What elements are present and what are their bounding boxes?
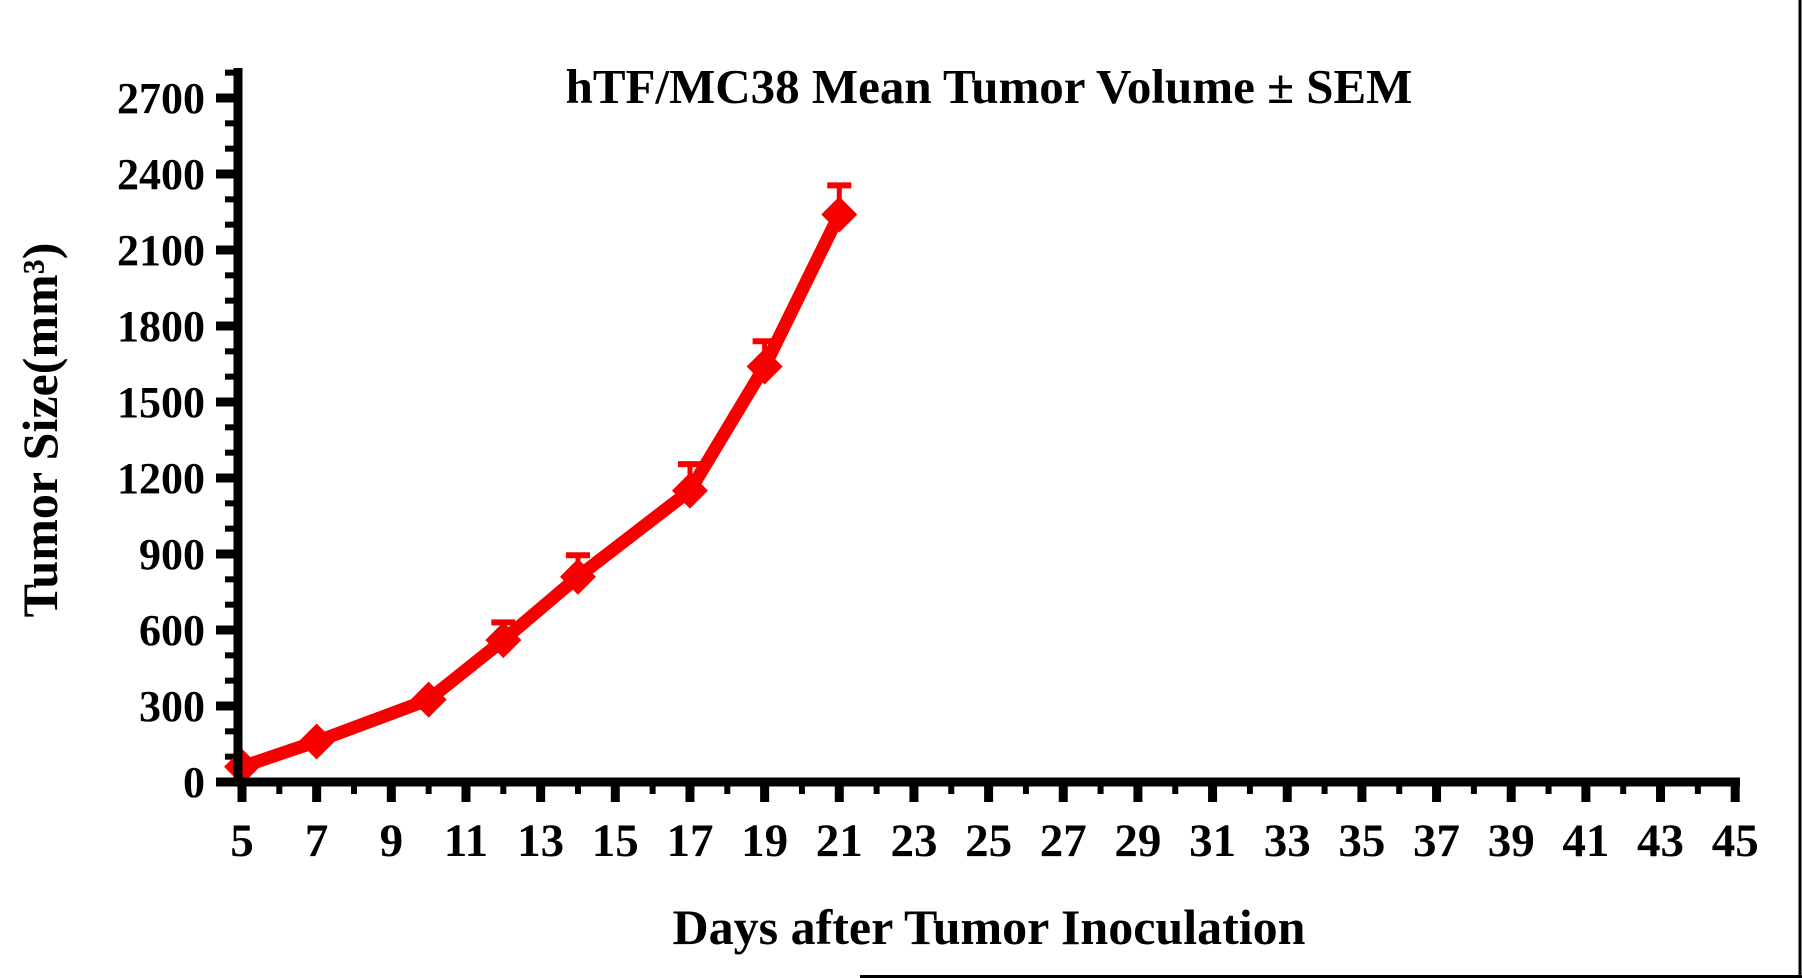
x-tick-label: 19	[741, 815, 788, 867]
x-axis-title: Days after Tumor Inoculation	[673, 899, 1306, 955]
x-tick-label: 11	[444, 815, 488, 867]
diamond-marker	[821, 196, 858, 233]
x-tick-label: 41	[1562, 815, 1609, 867]
diamond-marker	[298, 723, 335, 760]
x-tick-label: 13	[517, 815, 564, 867]
y-tick-label: 300	[139, 682, 205, 731]
series-line	[235, 208, 846, 774]
x-tick-label: 15	[592, 815, 639, 867]
x-tick-label: 31	[1189, 815, 1236, 867]
diamond-marker	[485, 622, 522, 659]
x-tick-label: 9	[380, 815, 404, 867]
sem-error-bars	[491, 182, 852, 641]
chart-title: hTF/MC38 Mean Tumor Volume ± SEM	[566, 59, 1413, 114]
x-tick-label: 21	[816, 815, 863, 867]
y-tick-label: 1200	[117, 454, 205, 503]
x-tick-label: 39	[1488, 815, 1535, 867]
x-tick-label: 37	[1413, 815, 1460, 867]
x-tick-label: 45	[1712, 815, 1759, 867]
y-tick-label: 600	[139, 606, 205, 655]
x-tick-label: 17	[666, 815, 713, 867]
y-tick-label: 2400	[117, 150, 205, 199]
x-tick-label: 43	[1637, 815, 1684, 867]
x-tick-label: 25	[965, 815, 1012, 867]
diamond-marker	[671, 472, 708, 509]
x-tick-label: 7	[305, 815, 329, 867]
x-tick-label: 33	[1264, 815, 1311, 867]
x-tick-label: 5	[230, 815, 254, 867]
x-tick-label: 35	[1338, 815, 1385, 867]
y-axis-title: Tumor Size(mm³)	[12, 243, 68, 618]
y-axis-ticks: 0 300 600 900 1200 1500 1800 2100 2400 2700	[117, 69, 238, 807]
x-axis-ticks: 5 7 9 11 13 15 17 19 21 23 25 27 29 31 33 35 37 39 41 43 45	[230, 782, 1759, 867]
x-tick-label: 23	[890, 815, 937, 867]
y-tick-label: 0	[183, 758, 205, 807]
y-tick-label: 900	[139, 530, 205, 579]
y-tick-label: 1500	[117, 378, 205, 427]
diamond-marker	[559, 558, 596, 595]
y-tick-label: 1800	[117, 302, 205, 351]
x-tick-label: 27	[1040, 815, 1087, 867]
x-tick-label: 29	[1114, 815, 1161, 867]
diamond-marker	[746, 348, 783, 385]
data-series	[224, 196, 858, 785]
diamond-marker	[410, 681, 447, 718]
y-tick-label: 2700	[117, 74, 205, 123]
y-tick-label: 2100	[117, 226, 205, 275]
